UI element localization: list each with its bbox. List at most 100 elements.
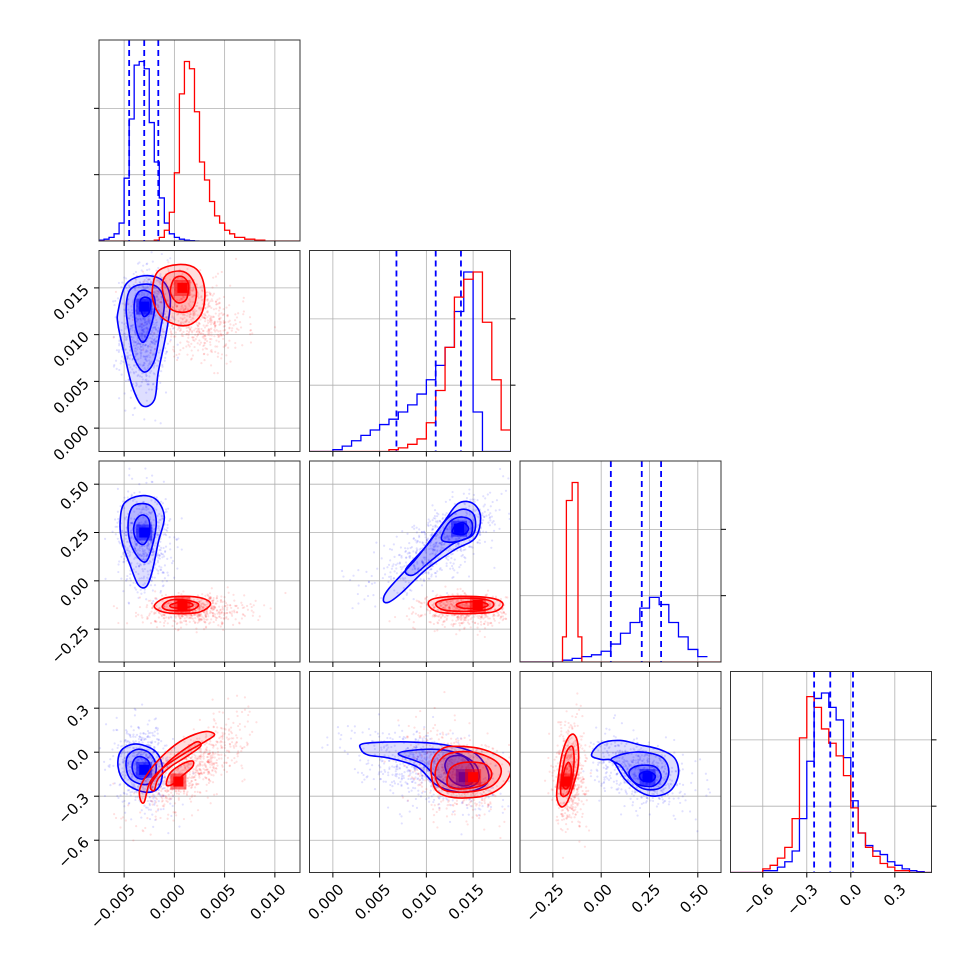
scatter-point xyxy=(140,381,143,384)
scatter-point xyxy=(184,304,187,307)
scatter-point xyxy=(198,791,201,794)
scatter-point xyxy=(142,570,145,573)
scatter-point xyxy=(143,549,146,552)
scatter-point xyxy=(436,533,439,537)
scatter-point xyxy=(157,739,160,742)
scatter-point xyxy=(126,552,130,555)
scatter-point xyxy=(151,793,155,796)
scatter-point xyxy=(190,761,193,765)
scatter-point xyxy=(500,492,503,495)
scatter-point xyxy=(502,606,505,610)
scatter-point xyxy=(124,348,127,351)
scatter-point xyxy=(149,756,153,759)
scatter-point xyxy=(206,772,210,776)
scatter-point xyxy=(129,396,132,399)
scatter-point xyxy=(135,759,139,763)
scatter-point xyxy=(141,703,144,706)
scatter-point xyxy=(416,539,419,542)
scatter-point xyxy=(372,551,376,554)
scatter-point xyxy=(444,556,447,559)
scatter-point xyxy=(222,608,225,611)
scatter-point xyxy=(134,615,138,618)
scatter-point xyxy=(151,740,154,743)
scatter-point xyxy=(437,615,441,618)
scatter-point xyxy=(243,606,246,609)
scatter-point xyxy=(429,523,432,527)
scatter-point xyxy=(181,307,185,310)
scatter-point xyxy=(204,320,207,323)
scatter-point xyxy=(447,538,451,541)
scatter-point xyxy=(150,602,154,605)
scatter-point xyxy=(116,521,119,524)
scatter-point xyxy=(234,313,237,316)
scatter-point xyxy=(156,728,159,732)
scatter-point xyxy=(172,294,175,298)
scatter-point xyxy=(175,353,178,357)
scatter-point xyxy=(124,348,127,351)
grid xyxy=(309,461,511,662)
scatter-point xyxy=(200,289,204,292)
scatter-point xyxy=(121,530,124,533)
scatter-point xyxy=(204,613,207,617)
scatter-point xyxy=(504,489,508,492)
scatter-point xyxy=(395,572,398,575)
scatter-point xyxy=(193,308,196,311)
scatter-point xyxy=(455,601,458,604)
scatter-point xyxy=(415,549,418,553)
scatter-point xyxy=(393,615,397,619)
scatter-point xyxy=(435,512,439,515)
scatter-point xyxy=(434,517,437,520)
scatter-point xyxy=(408,556,411,560)
scatter-point xyxy=(199,749,202,753)
scatter-point xyxy=(198,339,201,342)
scatter-point xyxy=(195,330,198,334)
scatter-point xyxy=(140,508,143,511)
scatter-point xyxy=(195,309,198,313)
scatter-point xyxy=(492,613,495,616)
scatter-point xyxy=(225,306,228,309)
scatter-point xyxy=(146,545,149,548)
scatter-point xyxy=(462,616,466,619)
scatter-point xyxy=(424,536,427,539)
scatter-point xyxy=(419,578,422,581)
scatter-point xyxy=(432,517,435,520)
scatter-point xyxy=(468,539,471,542)
scatter-point xyxy=(408,551,411,554)
scatter-point xyxy=(169,753,172,756)
scatter-point xyxy=(215,597,218,600)
scatter-point xyxy=(443,606,446,609)
scatter-point xyxy=(182,590,185,593)
scatter-point xyxy=(139,356,142,360)
scatter-point xyxy=(141,333,144,336)
scatter-point xyxy=(140,738,143,741)
scatter-point xyxy=(120,529,123,532)
scatter-point xyxy=(208,291,211,294)
scatter-point xyxy=(112,365,116,368)
scatter-point xyxy=(124,277,128,280)
scatter-point xyxy=(214,618,218,622)
scatter-point xyxy=(170,332,173,336)
scatter-point xyxy=(174,304,177,307)
scatter-point xyxy=(204,604,207,607)
scatter-point xyxy=(149,799,152,802)
scatter-point xyxy=(212,608,215,611)
scatter-point xyxy=(149,569,152,572)
scatter-point xyxy=(393,555,396,558)
scatter-point xyxy=(140,545,143,548)
scatter-point xyxy=(148,388,151,391)
scatter-point xyxy=(159,518,162,521)
scatter-point xyxy=(210,334,213,337)
scatter-point xyxy=(445,613,448,617)
scatter-point xyxy=(155,289,158,293)
scatter-point xyxy=(163,613,166,616)
scatter-point xyxy=(202,603,205,606)
scatter-point xyxy=(133,714,136,717)
scatter-point xyxy=(442,606,445,609)
scatter-point xyxy=(130,305,133,308)
scatter-point xyxy=(213,372,216,375)
scatter-point xyxy=(393,570,396,573)
scatter-point xyxy=(422,556,425,559)
scatter-point xyxy=(180,593,183,596)
scatter-point xyxy=(463,560,467,563)
scatter-point xyxy=(177,790,180,793)
